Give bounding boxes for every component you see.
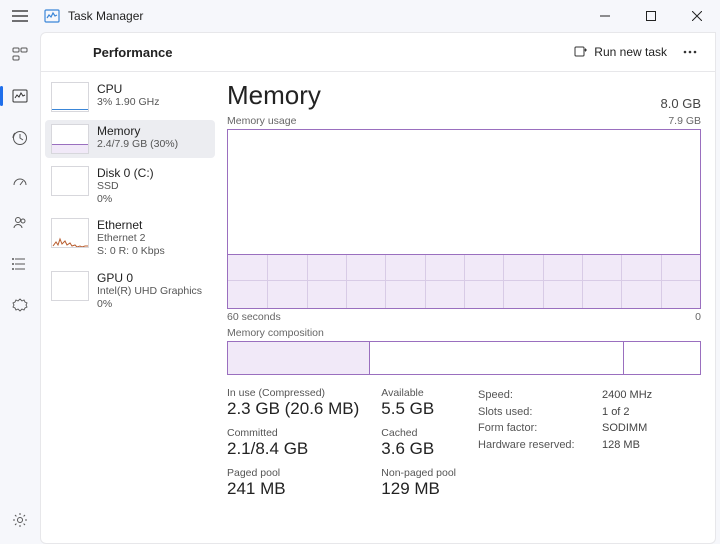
run-new-task-button[interactable]: Run new task <box>566 41 675 63</box>
stat-label: Available <box>381 387 456 399</box>
stats-grid: In use (Compressed)2.3 GB (20.6 MB) Commi… <box>227 387 701 499</box>
content-card: CPU3% 1.90 GHzMemory2.4/7.9 GB (30%)Disk… <box>40 72 716 544</box>
detail-value: SODIMM <box>602 420 647 437</box>
composition-label: Memory composition <box>227 327 701 339</box>
axis-right: 0 <box>695 311 701 323</box>
perf-thumb <box>51 218 89 248</box>
usage-right: 7.9 GB <box>668 115 701 127</box>
hamburger-button[interactable] <box>6 2 34 30</box>
perf-item-ethernet[interactable]: EthernetEthernet 2S: 0 R: 0 Kbps <box>45 214 215 262</box>
perf-panel: Memory 8.0 GB Memory usage 7.9 GB 60 sec… <box>219 72 715 543</box>
run-new-task-label: Run new task <box>594 45 667 59</box>
run-task-icon <box>574 45 588 59</box>
detail-key: Slots used: <box>478 404 588 421</box>
memory-composition-bar <box>227 341 701 375</box>
page-title: Performance <box>93 45 172 60</box>
rail-performance[interactable] <box>4 80 36 112</box>
stat-value: 3.6 GB <box>381 439 456 459</box>
detail-row: Hardware reserved: 128 MB <box>478 437 652 454</box>
top-toolbar: Performance Run new task <box>40 32 716 72</box>
panel-title: Memory <box>227 80 321 111</box>
perf-item-memory[interactable]: Memory2.4/7.9 GB (30%) <box>45 120 215 158</box>
stats-column: Available5.5 GB Cached3.6 GB Non-paged poo… <box>381 387 456 499</box>
perf-thumb <box>51 166 89 196</box>
perf-list: CPU3% 1.90 GHz Memory2.4/7.9 GB (30%) Disk… <box>41 72 219 543</box>
memory-usage-chart <box>227 129 701 309</box>
rail-processes[interactable] <box>4 38 36 70</box>
panel-capacity: 8.0 GB <box>661 96 701 111</box>
detail-row: Slots used: 1 of 2 <box>478 404 652 421</box>
detail-value: 1 of 2 <box>602 404 630 421</box>
window-root: Task Manager <box>0 0 720 544</box>
perf-item-gpu-0[interactable]: GPU 0Intel(R) UHD Graphics0% <box>45 267 215 315</box>
detail-row: Speed: 2400 MHz <box>478 387 652 404</box>
rail-settings[interactable] <box>4 504 36 536</box>
titlebar: Task Manager <box>0 0 720 32</box>
stat-value: 129 MB <box>381 479 456 499</box>
perf-item-sub: Intel(R) UHD Graphics <box>97 285 202 298</box>
perf-item-sub: S: 0 R: 0 Kbps <box>97 245 165 258</box>
axis-left: 60 seconds <box>227 311 281 323</box>
more-menu-button[interactable] <box>675 50 705 54</box>
window-controls <box>582 0 720 32</box>
usage-label: Memory usage <box>227 115 296 127</box>
detail-value: 2400 MHz <box>602 387 652 404</box>
app-icon <box>42 6 62 26</box>
perf-thumb <box>51 124 89 154</box>
stat-label: Cached <box>381 427 456 439</box>
perf-item-disk-0-c-[interactable]: Disk 0 (C:)SSD0% <box>45 162 215 210</box>
stat-value: 2.3 GB (20.6 MB) <box>227 399 359 419</box>
close-button[interactable] <box>674 0 720 32</box>
maximize-button[interactable] <box>628 0 674 32</box>
minimize-button[interactable] <box>582 0 628 32</box>
perf-item-sub: 0% <box>97 193 154 206</box>
stat-label: In use (Compressed) <box>227 387 359 399</box>
detail-row: Form factor: SODIMM <box>478 420 652 437</box>
stat-value: 2.1/8.4 GB <box>227 439 359 459</box>
detail-key: Form factor: <box>478 420 588 437</box>
perf-thumb <box>51 82 89 112</box>
rail-app-history[interactable] <box>4 122 36 154</box>
detail-key: Speed: <box>478 387 588 404</box>
perf-item-sub: Ethernet 2 <box>97 232 165 245</box>
perf-item-cpu[interactable]: CPU3% 1.90 GHz <box>45 78 215 116</box>
stat-value: 241 MB <box>227 479 359 499</box>
stat-value: 5.5 GB <box>381 399 456 419</box>
stat-label: Non-paged pool <box>381 467 456 479</box>
perf-item-name: Disk 0 (C:) <box>97 166 154 180</box>
perf-item-sub: 3% 1.90 GHz <box>97 96 159 109</box>
detail-value: 128 MB <box>602 437 640 454</box>
perf-thumb <box>51 271 89 301</box>
detail-key: Hardware reserved: <box>478 437 588 454</box>
composition-segment <box>624 342 700 374</box>
rail-services[interactable] <box>4 290 36 322</box>
nav-rail <box>0 32 40 544</box>
perf-item-sub: SSD <box>97 180 154 193</box>
composition-segment <box>370 342 625 374</box>
app-title: Task Manager <box>68 9 143 23</box>
rail-details[interactable] <box>4 248 36 280</box>
hardware-details: Speed:2400 MHzSlots used:1 of 2Form fact… <box>478 387 652 499</box>
perf-item-name: Memory <box>97 124 178 138</box>
stats-column: In use (Compressed)2.3 GB (20.6 MB) Commi… <box>227 387 359 499</box>
composition-segment <box>228 342 370 374</box>
perf-item-name: GPU 0 <box>97 271 202 285</box>
perf-item-name: CPU <box>97 82 159 96</box>
perf-item-sub: 2.4/7.9 GB (30%) <box>97 138 178 151</box>
stat-label: Committed <box>227 427 359 439</box>
perf-item-name: Ethernet <box>97 218 165 232</box>
rail-startup[interactable] <box>4 164 36 196</box>
stat-label: Paged pool <box>227 467 359 479</box>
rail-users[interactable] <box>4 206 36 238</box>
perf-item-sub: 0% <box>97 298 202 311</box>
